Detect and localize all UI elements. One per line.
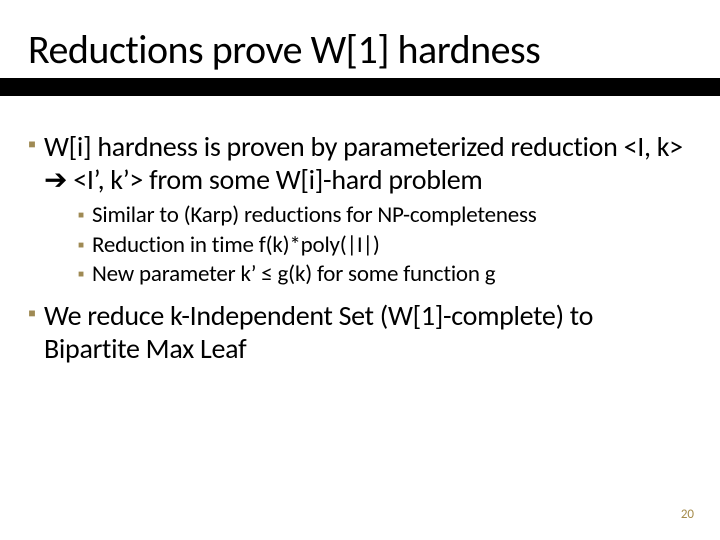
title-underline-bar: [0, 78, 720, 96]
square-bullet-icon: ■: [70, 232, 92, 258]
slide-title: Reductions prove W[1] hardness: [0, 30, 720, 78]
sub-bullet-item: ■ Similar to (Karp) reductions for NP-co…: [70, 202, 692, 230]
title-band: Reductions prove W[1] hardness: [0, 30, 720, 96]
sub-bullet-item: ■ Reduction in time f(k)*poly(|I|): [70, 232, 692, 260]
sub-bullet-text: Similar to (Karp) reductions for NP-comp…: [92, 202, 692, 230]
slide-body: ■ W[i] hardness is proven by parameteriz…: [20, 130, 692, 371]
sub-bullet-text: New parameter k’ ≤ g(k) for some functio…: [92, 261, 692, 289]
sub-bullet-text: Reduction in time f(k)*poly(|I|): [92, 232, 692, 260]
bullet-text: W[i] hardness is proven by parameterized…: [44, 130, 692, 196]
bullet-item: ■ W[i] hardness is proven by parameteriz…: [20, 130, 692, 196]
square-bullet-icon: ■: [20, 299, 44, 329]
square-bullet-icon: ■: [20, 130, 44, 160]
sub-bullet-item: ■ New parameter k’ ≤ g(k) for some funct…: [70, 261, 692, 289]
bullet-item: ■ We reduce k-Independent Set (W[1]-comp…: [20, 299, 692, 365]
square-bullet-icon: ■: [70, 261, 92, 287]
sub-bullet-list: ■ Similar to (Karp) reductions for NP-co…: [70, 202, 692, 289]
page-number: 20: [681, 507, 694, 522]
bullet-text: We reduce k-Independent Set (W[1]-comple…: [44, 299, 692, 365]
square-bullet-icon: ■: [70, 202, 92, 228]
